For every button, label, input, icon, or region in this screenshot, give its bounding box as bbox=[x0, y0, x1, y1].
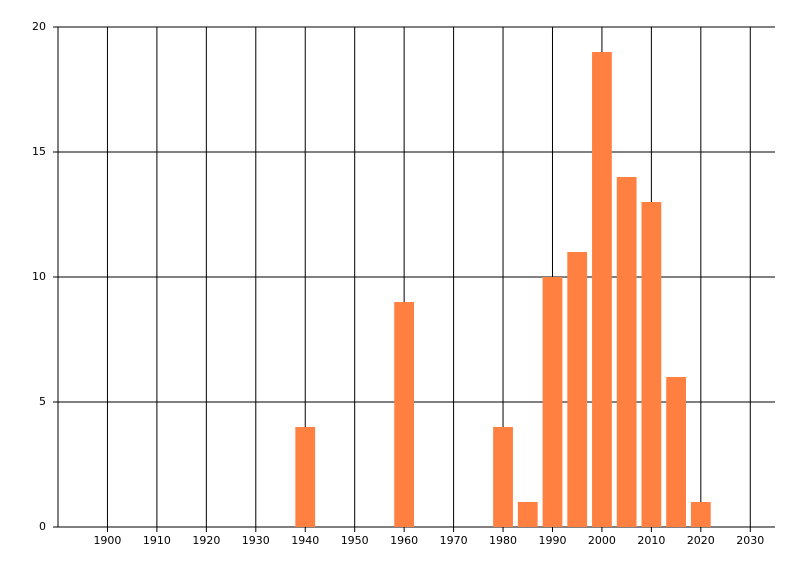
y-tick-label: 0 bbox=[39, 520, 46, 533]
bar bbox=[517, 502, 538, 527]
bar bbox=[567, 252, 588, 527]
x-tick-label: 1980 bbox=[489, 534, 517, 547]
bar bbox=[690, 502, 711, 527]
bar bbox=[394, 302, 415, 527]
x-tick-label: 1960 bbox=[390, 534, 418, 547]
x-tick-label: 2020 bbox=[687, 534, 715, 547]
bar bbox=[641, 202, 662, 527]
bar bbox=[592, 52, 612, 527]
x-tick-label: 1990 bbox=[538, 534, 566, 547]
bar bbox=[493, 427, 513, 527]
x-tick-label: 2000 bbox=[588, 534, 616, 547]
x-tick-label: 1930 bbox=[242, 534, 270, 547]
x-tick-label: 1910 bbox=[143, 534, 171, 547]
x-tick-label: 2010 bbox=[637, 534, 665, 547]
y-tick-label: 5 bbox=[39, 395, 46, 408]
x-tick-label: 1970 bbox=[440, 534, 468, 547]
x-tick-label: 1920 bbox=[192, 534, 220, 547]
bar bbox=[666, 377, 686, 527]
x-tick-label: 1950 bbox=[341, 534, 369, 547]
x-tick-label: 2030 bbox=[736, 534, 764, 547]
x-tick-label: 1900 bbox=[93, 534, 121, 547]
y-tick-label: 20 bbox=[32, 20, 46, 33]
x-tick-label: 1940 bbox=[291, 534, 319, 547]
y-tick-label: 10 bbox=[32, 270, 46, 283]
y-tick-label: 15 bbox=[32, 145, 46, 158]
bar bbox=[542, 277, 563, 527]
bar bbox=[295, 427, 316, 527]
bar bbox=[616, 177, 637, 527]
